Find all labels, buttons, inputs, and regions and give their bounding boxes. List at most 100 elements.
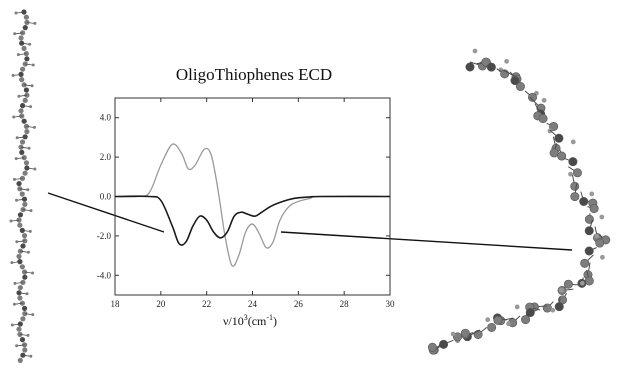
hydrogen-atom [31, 271, 35, 275]
atom [554, 302, 564, 312]
atom [549, 148, 559, 158]
linear-oligothiophene-molecule [9, 9, 37, 363]
y-tick-label: -4.0 [97, 270, 112, 280]
hydrogen-atom [9, 219, 13, 223]
bond [17, 240, 25, 243]
hydrogen-atom [16, 53, 20, 57]
bond [19, 334, 28, 336]
hydrogen-atom [32, 125, 36, 129]
atom [563, 279, 573, 289]
bond [11, 219, 20, 222]
atom [23, 160, 30, 166]
atom [580, 258, 590, 268]
atom [22, 134, 28, 140]
y-tick-label: -2.0 [97, 231, 112, 241]
hydrogen-atom [514, 304, 520, 310]
x-tick-label: 28 [340, 299, 350, 309]
hydrogen-atom [504, 58, 510, 64]
x-axis-label-exponent: 3 [244, 313, 248, 322]
hydrogen-atom [31, 313, 35, 317]
atom [557, 151, 567, 161]
atom [17, 357, 23, 363]
atom [579, 196, 589, 206]
hydrogen-atom [594, 233, 600, 239]
atom [24, 129, 30, 135]
atom [24, 56, 30, 62]
hydrogen-atom [33, 167, 37, 171]
atom [22, 238, 28, 244]
hydrogen-atom [12, 177, 16, 181]
bond [17, 344, 25, 347]
bond [14, 115, 22, 118]
bond [19, 94, 27, 97]
bond [15, 178, 23, 180]
hydrogen-atom [14, 157, 18, 161]
hydrogen-atom [485, 317, 491, 323]
bond [19, 53, 27, 55]
bond [20, 146, 29, 149]
y-axis: -4.0 -2.0 0.0 2.0 4.0 [97, 113, 390, 280]
hydrogen-atom [29, 354, 33, 358]
hydrogen-atom [26, 333, 30, 337]
bond [13, 323, 21, 326]
bond [18, 136, 26, 139]
bond [17, 157, 25, 159]
hydrogen-atom [559, 287, 564, 293]
plot-series [114, 143, 391, 267]
y-tick-label: 4.0 [100, 113, 112, 123]
bond [15, 302, 23, 305]
bond [16, 11, 25, 14]
atom [17, 248, 24, 254]
hydrogen-atom [28, 229, 32, 233]
hydrogen-atom [31, 63, 35, 67]
series-line-2 [114, 195, 391, 246]
hydrogen-atom [541, 97, 547, 103]
hydrogen-atom [15, 136, 19, 140]
atom [18, 144, 24, 150]
hydrogen-atom [30, 84, 34, 88]
atom [23, 14, 29, 20]
atom [554, 133, 564, 143]
atom [17, 285, 23, 291]
bond [15, 282, 24, 284]
hydrogen-atom [568, 171, 573, 177]
atom [18, 108, 24, 114]
hydrogen-atom [13, 281, 17, 285]
y-tick-label: 0.0 [100, 192, 112, 202]
hydrogen-atom [600, 254, 605, 260]
hydrogen-atom [589, 191, 595, 197]
atom [21, 196, 28, 202]
hydrogen-atom [17, 94, 21, 98]
helical-oligothiophene-molecule [427, 48, 611, 355]
right-connector-line [280, 231, 573, 251]
atom [584, 214, 594, 224]
x-tick-label: 26 [294, 299, 304, 309]
hydrogen-atom [570, 139, 576, 145]
bond [24, 84, 32, 87]
bond [25, 63, 33, 66]
atom [538, 114, 548, 124]
hydrogen-atom [27, 146, 31, 150]
hydrogen-atom [15, 344, 19, 348]
x-axis-label-unit: (cm [248, 314, 267, 328]
bond [17, 198, 25, 201]
hydrogen-atom [26, 188, 30, 192]
x-axis-label: ν/103(cm-1) [223, 313, 277, 328]
atom [22, 97, 28, 103]
hydrogen-atom [579, 280, 585, 286]
atom [17, 295, 23, 301]
bond [21, 42, 29, 45]
atom [589, 204, 599, 214]
atom [510, 76, 520, 86]
bond [24, 313, 32, 315]
atom [21, 45, 27, 52]
y-tick-label: 2.0 [100, 152, 112, 162]
atom [21, 118, 27, 124]
atom [570, 181, 580, 191]
atom [481, 57, 491, 67]
atom [21, 233, 28, 239]
hydrogen-atom [15, 240, 19, 244]
hydrogen-atom [450, 331, 456, 337]
atom [528, 92, 538, 102]
atom [22, 170, 28, 176]
